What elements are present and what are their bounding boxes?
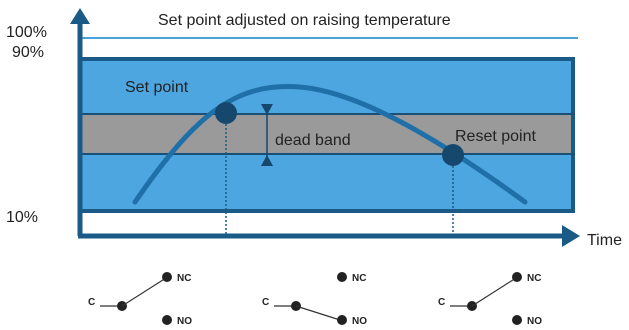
switch-1-nc-label: NC — [177, 273, 191, 284]
switch-1-no-terminal — [162, 315, 172, 325]
switch-3-common-label: C — [438, 297, 445, 308]
switch-2-no-terminal — [337, 315, 347, 325]
switch-1-contact-arm — [121, 277, 167, 307]
switch-2: C NC NO — [262, 272, 367, 327]
dead-band-arrow-bottom — [261, 155, 273, 166]
y-label-90: 90% — [12, 44, 44, 61]
y-label-10: 10% — [6, 209, 38, 226]
switch-3: C NC NO — [438, 272, 542, 327]
reset-point-label: Reset point — [455, 128, 536, 145]
reset-point-marker — [442, 144, 464, 166]
switch-2-no-label: NO — [352, 316, 367, 327]
dead-band-label: dead band — [275, 132, 351, 149]
y-label-100: 100% — [6, 24, 47, 41]
dead-band-arrow-top — [261, 104, 273, 115]
x-axis-arrow — [562, 225, 580, 247]
y-axis-arrow — [70, 8, 90, 24]
set-point-marker — [215, 102, 237, 124]
switch-3-nc-terminal — [512, 272, 522, 282]
diagram-title: Set point adjusted on raising temperatur… — [158, 12, 451, 29]
switch-2-nc-terminal — [337, 272, 347, 282]
switch-1: C NC NO — [88, 272, 192, 327]
switch-2-contact-arm — [295, 305, 341, 321]
switch-1-nc-terminal — [162, 272, 172, 282]
switch-1-common-label: C — [88, 297, 95, 308]
switch-2-nc-label: NC — [352, 273, 366, 284]
set-point-label: Set point — [125, 79, 189, 96]
switch-3-contact-arm — [471, 277, 517, 307]
x-axis-label: Time — [587, 232, 622, 249]
dead-band-area — [82, 115, 571, 153]
switch-2-common-label: C — [262, 297, 269, 308]
switch-1-no-label: NO — [177, 316, 192, 327]
switch-3-no-label: NO — [527, 316, 542, 327]
switch-3-nc-label: NC — [527, 273, 541, 284]
switch-3-no-terminal — [512, 315, 522, 325]
